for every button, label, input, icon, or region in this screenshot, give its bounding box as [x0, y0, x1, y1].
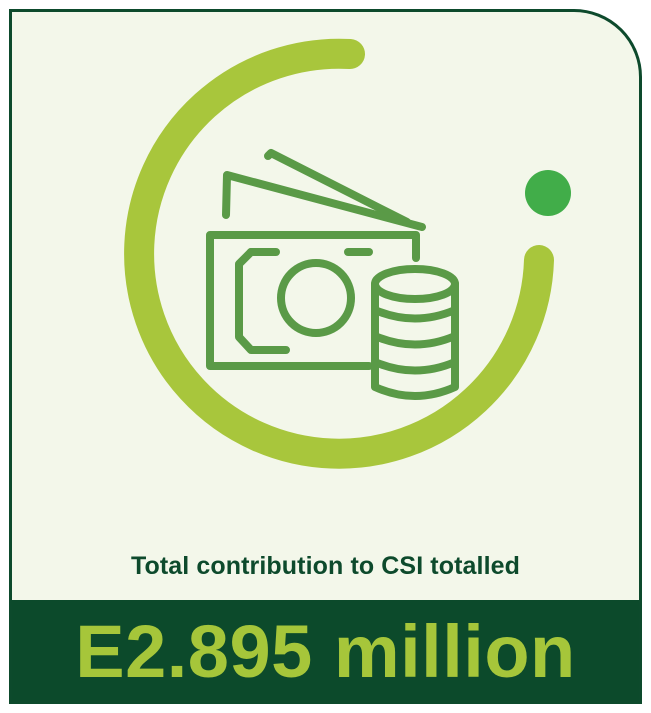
- accent-dot: [525, 170, 571, 216]
- progress-arc: [124, 38, 554, 469]
- csi-info-card: Total contribution to CSI totalled E2.89…: [9, 9, 642, 704]
- caption-text: Total contribution to CSI totalled: [130, 552, 520, 580]
- amount-banner: E2.895 million: [12, 600, 639, 701]
- amount-value: E2.895 million: [75, 610, 576, 693]
- money-bills-and-coins-icon: [206, 149, 459, 400]
- money-graphic: [124, 38, 571, 469]
